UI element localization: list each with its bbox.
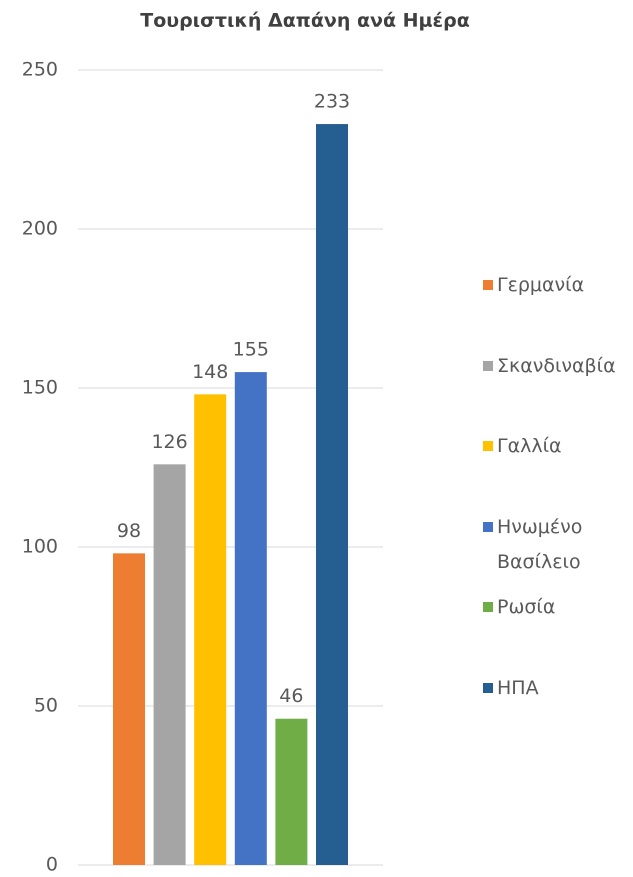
data-label: 155: [233, 339, 269, 361]
y-tick-label: 150: [22, 377, 58, 399]
bar: [194, 394, 227, 865]
data-label: 148: [192, 361, 228, 383]
legend-label: Σκανδιναβία: [497, 354, 616, 377]
bar: [113, 553, 145, 865]
legend-item: Ρωσία: [483, 590, 623, 625]
legend-swatch: [483, 521, 493, 532]
legend-swatch: [483, 280, 493, 290]
legend-swatch: [483, 602, 493, 613]
legend-swatch: [483, 360, 493, 371]
data-label: 233: [314, 91, 350, 113]
bar: [275, 718, 308, 865]
legend-swatch: [483, 441, 493, 452]
legend-swatch: [483, 683, 493, 693]
legend-item: ΗΠΑ: [483, 671, 623, 706]
legend-label: Γαλλία: [497, 435, 562, 458]
legend-label: Γερμανία: [497, 274, 585, 296]
bar: [316, 124, 348, 865]
legend-item: Γερμανία: [483, 268, 623, 303]
legend-item: Γαλλία: [483, 429, 623, 464]
data-label: 126: [151, 431, 187, 453]
chart-title: Τουριστική Δαπάνη ανά Ημέρα: [140, 10, 470, 32]
data-label: 46: [279, 685, 303, 707]
y-tick-label: 50: [34, 695, 58, 717]
y-tick-label: 100: [22, 536, 58, 558]
data-label: 98: [117, 520, 141, 542]
y-tick-label: 200: [22, 218, 58, 240]
y-tick-label: 0: [46, 854, 58, 876]
legend-label: ΗΠΑ: [497, 677, 539, 699]
legend-item: Ηνωμένο Βασίλειο: [483, 510, 623, 580]
legend-label: Ρωσία: [497, 596, 556, 619]
y-tick-label: 250: [22, 59, 58, 81]
bar: [234, 372, 267, 865]
legend-item: Σκανδιναβία: [483, 349, 623, 384]
bar: [153, 464, 186, 865]
legend-label: Ηνωμένο Βασίλειο: [497, 515, 583, 573]
